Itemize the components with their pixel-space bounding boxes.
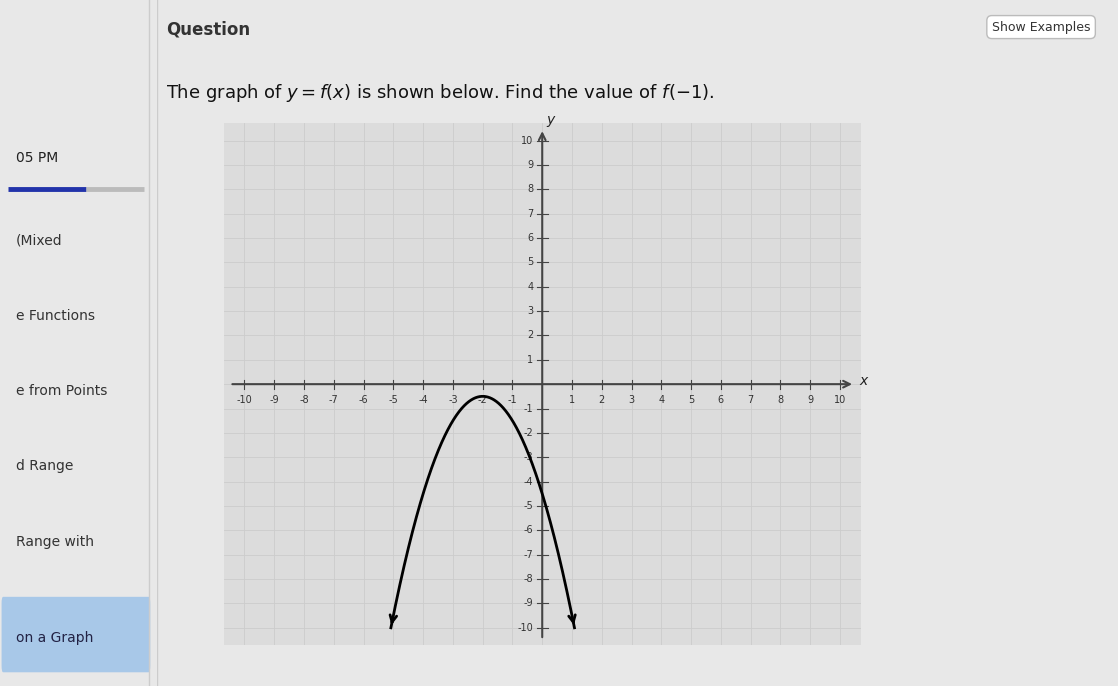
Text: -4: -4 [418,395,428,405]
Text: -6: -6 [523,525,533,535]
Text: -8: -8 [300,395,309,405]
Text: 8: 8 [528,185,533,194]
Text: 6: 6 [528,233,533,243]
Text: 2: 2 [527,331,533,340]
Text: e Functions: e Functions [16,309,95,322]
Text: y: y [547,113,555,127]
Text: -1: -1 [523,403,533,414]
Text: -4: -4 [523,477,533,486]
FancyBboxPatch shape [1,597,150,672]
Text: 3: 3 [628,395,635,405]
Text: -10: -10 [518,623,533,632]
Text: -9: -9 [269,395,280,405]
Text: 10: 10 [521,136,533,145]
Text: 1: 1 [569,395,575,405]
Text: 05 PM: 05 PM [16,151,58,165]
Text: e from Points: e from Points [16,384,107,398]
Text: 8: 8 [777,395,784,405]
Text: -1: -1 [508,395,518,405]
Text: 2: 2 [598,395,605,405]
Text: -2: -2 [523,428,533,438]
Text: -8: -8 [523,574,533,584]
Text: 5: 5 [527,257,533,268]
Text: Range with: Range with [16,535,94,549]
Text: -9: -9 [523,598,533,608]
Text: -2: -2 [477,395,487,405]
Text: 7: 7 [527,209,533,219]
Text: 5: 5 [688,395,694,405]
Text: -3: -3 [523,452,533,462]
Text: -5: -5 [523,501,533,511]
Text: Show Examples: Show Examples [992,21,1090,34]
Text: on a Graph: on a Graph [16,631,93,645]
Text: (Mixed: (Mixed [16,233,63,247]
Text: 9: 9 [807,395,813,405]
Text: -6: -6 [359,395,368,405]
Text: -5: -5 [388,395,398,405]
Text: 4: 4 [659,395,664,405]
Text: -7: -7 [523,549,533,560]
Text: -3: -3 [448,395,457,405]
Text: d Range: d Range [16,460,73,473]
Text: 6: 6 [718,395,724,405]
Text: 7: 7 [748,395,754,405]
Text: 4: 4 [528,282,533,292]
Text: 9: 9 [528,160,533,170]
Text: -10: -10 [237,395,253,405]
Text: -7: -7 [329,395,339,405]
Text: 3: 3 [528,306,533,316]
Text: Question: Question [167,21,250,38]
Text: x: x [860,373,868,388]
Text: 1: 1 [528,355,533,365]
Text: The graph of $y = f(x)$ is shown below. Find the value of $f(-1)$.: The graph of $y = f(x)$ is shown below. … [167,82,714,104]
Text: 10: 10 [834,395,846,405]
